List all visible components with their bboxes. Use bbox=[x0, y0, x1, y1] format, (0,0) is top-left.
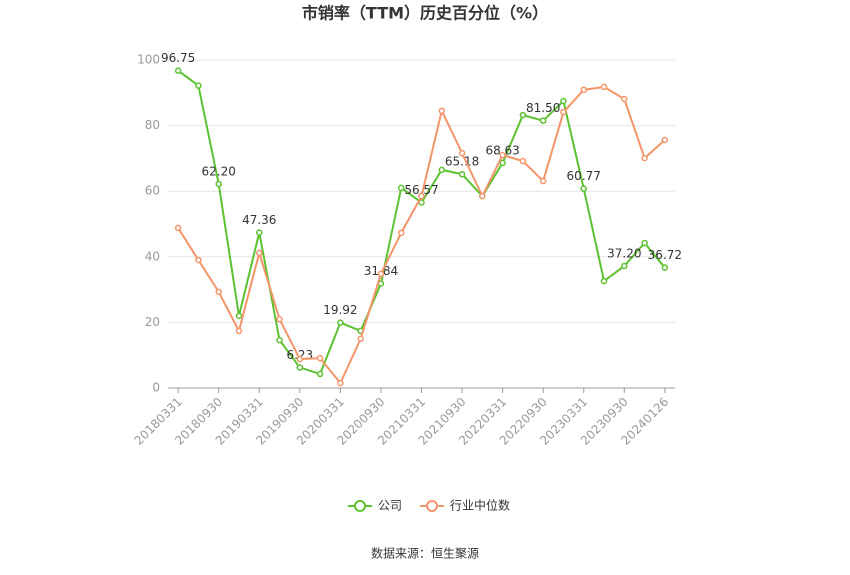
legend-label: 行业中位数 bbox=[450, 498, 510, 513]
y-tick-label: 60 bbox=[145, 184, 160, 198]
series-line bbox=[177, 85, 666, 385]
data-point bbox=[580, 86, 587, 94]
data-point bbox=[539, 177, 547, 185]
data-point bbox=[195, 256, 202, 264]
data-point bbox=[621, 95, 628, 103]
data-point bbox=[337, 319, 344, 326]
data-point bbox=[580, 185, 587, 192]
data-point bbox=[235, 312, 243, 320]
data-point bbox=[256, 249, 263, 257]
data-label: 60.77 bbox=[567, 169, 601, 183]
data-point bbox=[641, 239, 648, 247]
data-label: 47.36 bbox=[242, 213, 276, 227]
y-tick-label: 80 bbox=[145, 118, 160, 132]
data-point bbox=[397, 229, 405, 237]
data-point bbox=[357, 335, 364, 343]
data-point bbox=[235, 327, 243, 335]
data-point bbox=[539, 117, 547, 124]
data-point bbox=[418, 192, 425, 200]
y-tick-label: 0 bbox=[152, 381, 160, 395]
y-tick-label: 100 bbox=[137, 53, 160, 67]
data-point bbox=[499, 151, 506, 159]
data-label: 68.63 bbox=[485, 143, 519, 157]
legend-label: 公司 bbox=[378, 499, 402, 513]
data-point bbox=[174, 224, 182, 232]
data-point bbox=[519, 157, 527, 165]
data-point bbox=[276, 315, 283, 323]
data-label: 65.18 bbox=[445, 155, 479, 169]
data-point bbox=[174, 67, 182, 74]
data-label: 19.92 bbox=[323, 303, 357, 317]
data-label: 81.50 bbox=[526, 101, 560, 115]
data-point bbox=[377, 270, 385, 278]
source-note: 数据来源：恒生聚源 bbox=[371, 546, 479, 561]
data-point bbox=[337, 379, 344, 387]
data-point bbox=[519, 111, 527, 119]
data-point bbox=[296, 355, 304, 363]
data-point bbox=[560, 108, 567, 116]
data-point bbox=[458, 170, 466, 178]
data-point bbox=[316, 370, 324, 378]
data-label: 37.20 bbox=[607, 246, 641, 260]
data-point bbox=[215, 288, 222, 296]
data-point bbox=[641, 154, 648, 162]
data-point bbox=[661, 136, 669, 144]
data-point bbox=[316, 354, 324, 362]
data-point bbox=[621, 262, 628, 270]
legend-marker bbox=[354, 500, 366, 512]
data-point bbox=[600, 277, 608, 285]
legend-marker bbox=[426, 500, 439, 512]
data-point bbox=[276, 336, 283, 344]
data-label: 56.57 bbox=[404, 183, 438, 197]
data-point bbox=[661, 264, 669, 271]
data-label: 96.75 bbox=[161, 51, 195, 65]
data-point bbox=[397, 184, 405, 192]
data-point bbox=[195, 82, 202, 89]
data-point bbox=[499, 159, 506, 167]
data-point bbox=[296, 364, 304, 371]
data-label: 36.72 bbox=[648, 248, 682, 262]
data-point bbox=[479, 192, 486, 200]
data-point bbox=[600, 83, 608, 91]
data-point bbox=[560, 97, 567, 105]
data-point bbox=[215, 180, 222, 188]
data-point bbox=[458, 149, 466, 157]
data-point bbox=[438, 107, 446, 115]
data-label: 62.20 bbox=[202, 164, 236, 178]
data-point bbox=[256, 229, 263, 236]
y-tick-label: 20 bbox=[145, 315, 160, 329]
chart-title: 市销率（TTM）历史百分位（%） bbox=[302, 4, 548, 23]
y-tick-label: 40 bbox=[145, 249, 160, 263]
data-point bbox=[438, 166, 446, 174]
